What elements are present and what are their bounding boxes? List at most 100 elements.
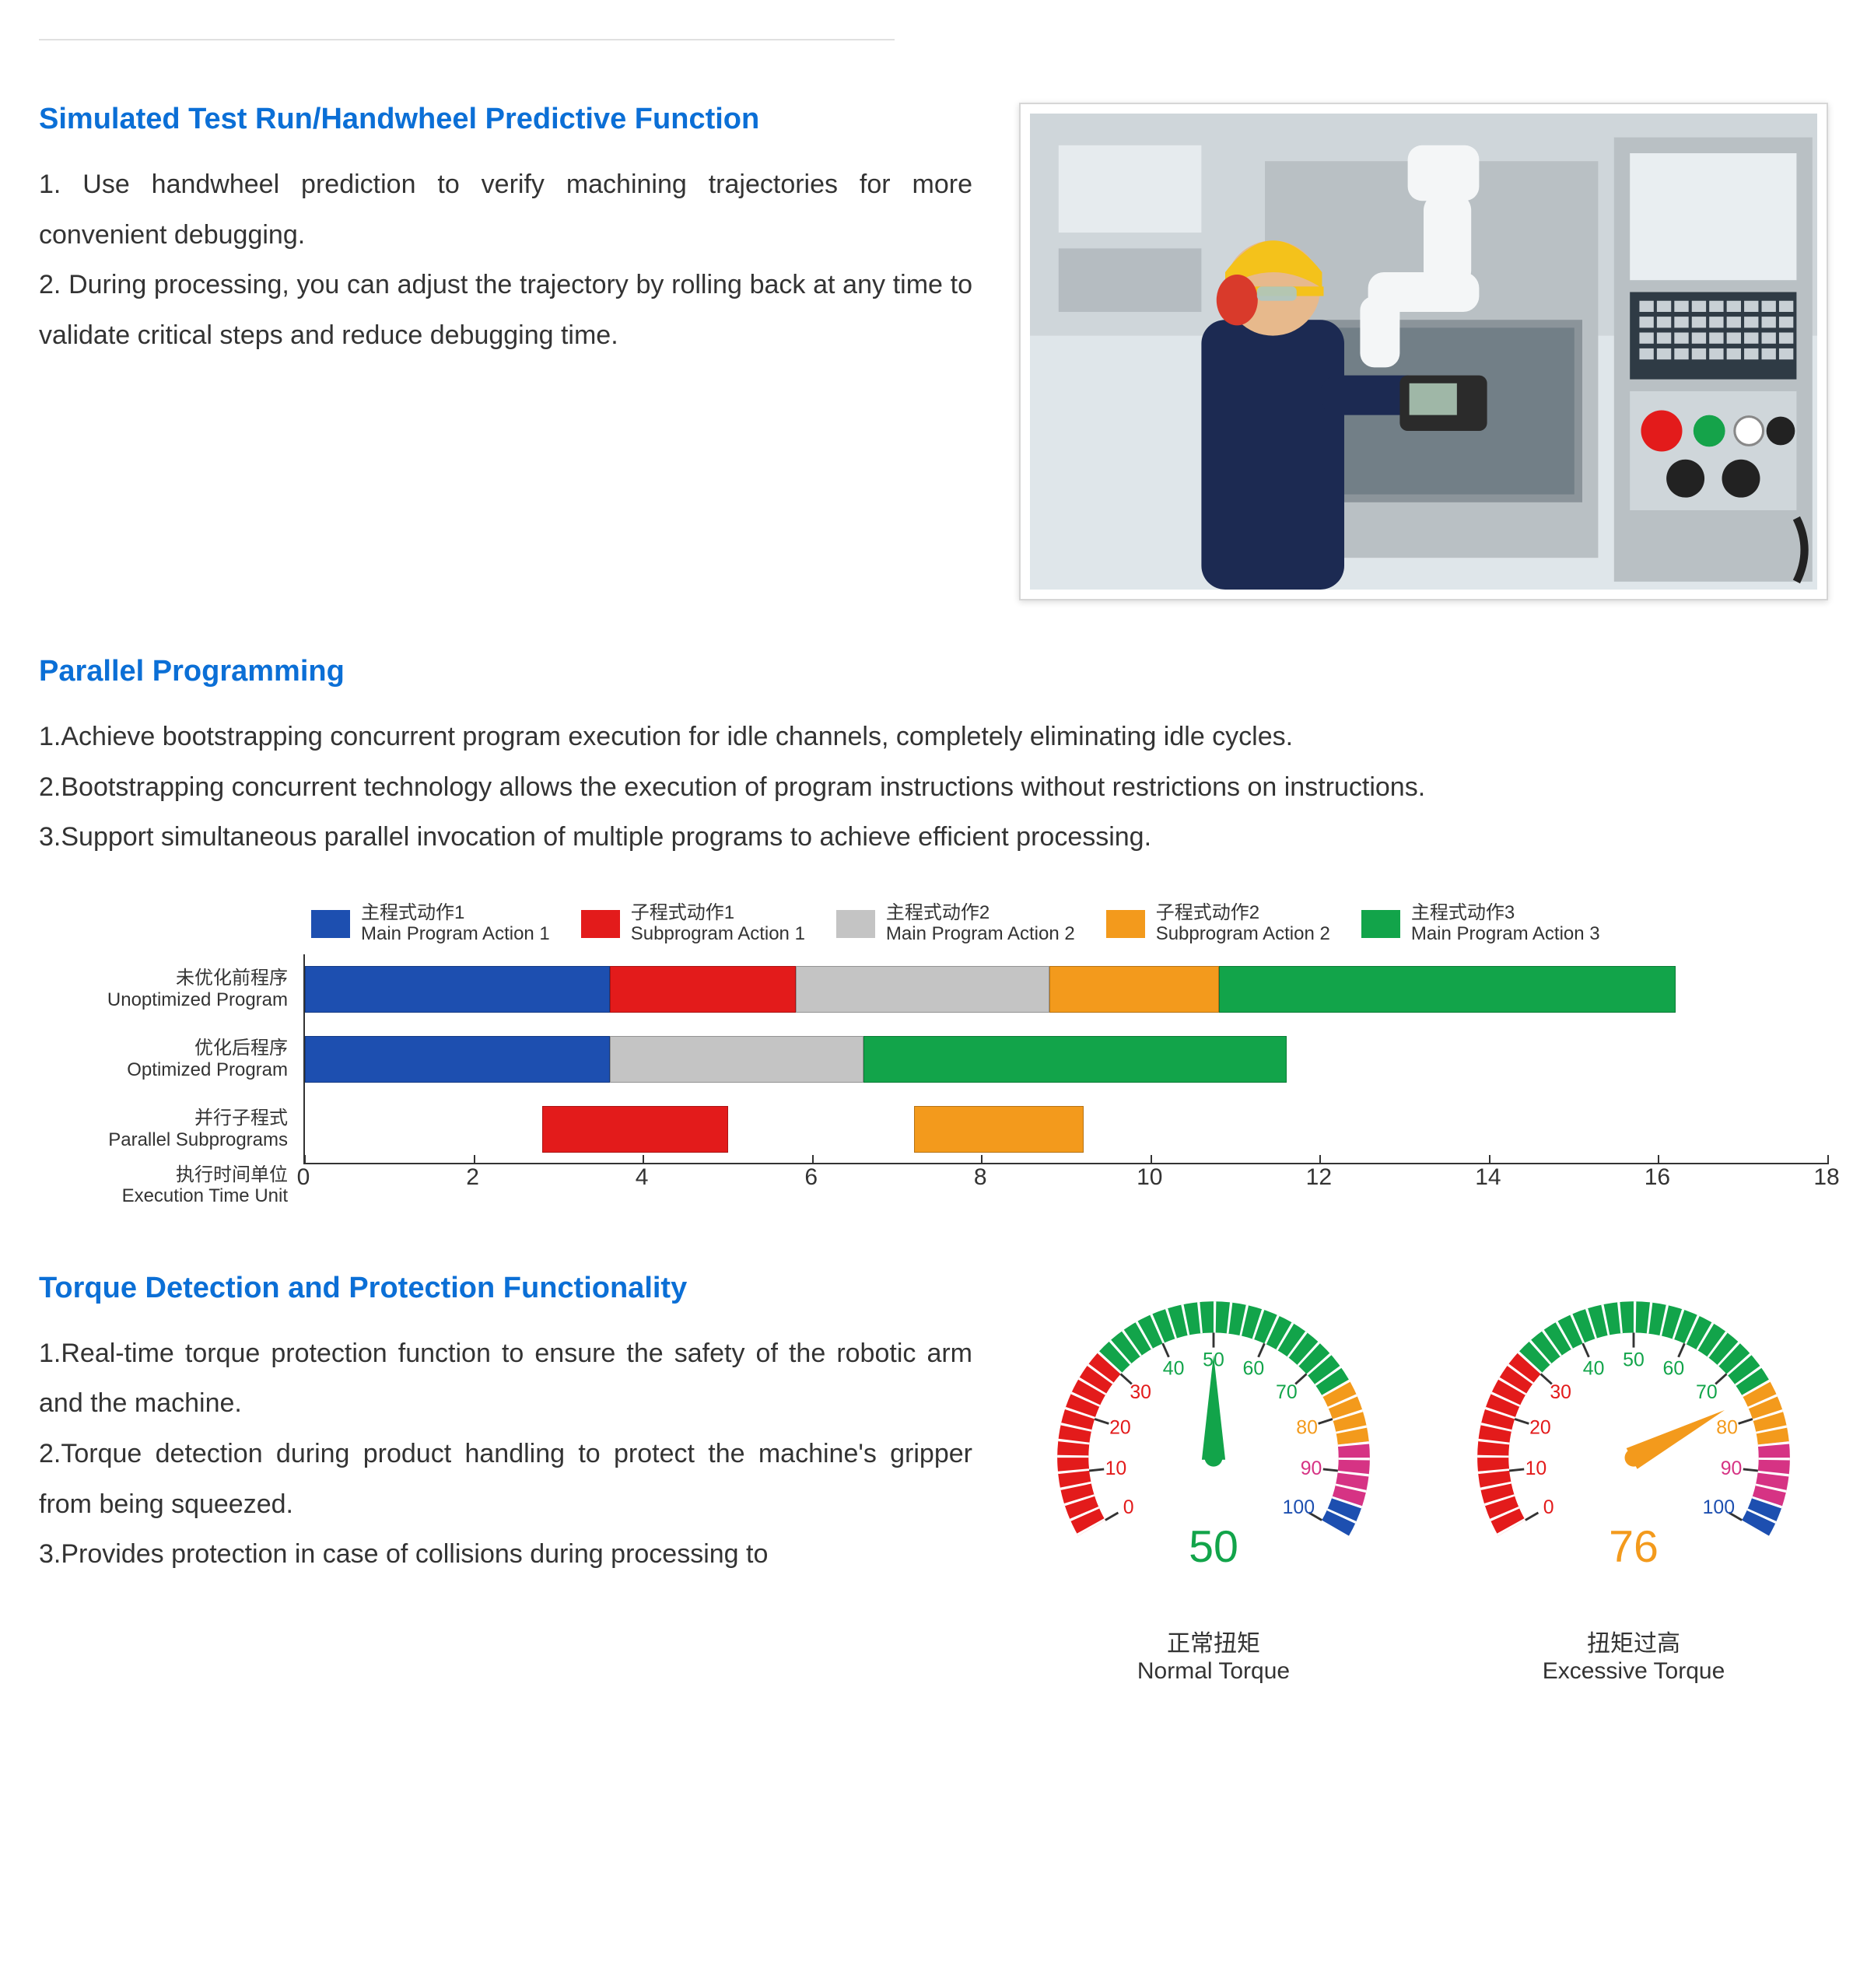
legend-text: 子程式动作2Subprogram Action 2 xyxy=(1156,903,1330,944)
legend-text: 主程式动作1Main Program Action 1 xyxy=(361,903,550,944)
section3-text-col: Torque Detection and Protection Function… xyxy=(39,1272,972,1685)
gantt-bar xyxy=(914,1106,1084,1153)
section1-text-col: Simulated Test Run/Handwheel Predictive … xyxy=(39,103,972,600)
photo-illustration xyxy=(1030,114,1817,590)
legend-text: 子程式动作1Subprogram Action 1 xyxy=(631,903,805,944)
gantt-tick: 14 xyxy=(1475,1164,1501,1191)
gauge-hub xyxy=(1205,1448,1223,1466)
gauge-tick xyxy=(1323,1469,1338,1471)
gantt-tick: 18 xyxy=(1813,1164,1839,1191)
gauge-tick xyxy=(1163,1343,1169,1356)
gauge-label-en: Normal Torque xyxy=(1019,1658,1408,1685)
legend-text: 主程式动作3Main Program Action 3 xyxy=(1411,903,1600,944)
photo-green-btn xyxy=(1694,415,1725,447)
gauge-tick-label: 100 xyxy=(1703,1496,1735,1518)
gauge-tick-label: 90 xyxy=(1721,1458,1743,1479)
section1-p2: 2. During processing, you can adjust the… xyxy=(39,260,972,360)
gantt-label-0-en: Unoptimized Program xyxy=(39,989,288,1011)
gantt-bar xyxy=(305,966,610,1013)
gantt-bar xyxy=(610,1036,863,1083)
gauge-value: 50 xyxy=(1189,1522,1238,1572)
gantt-bar xyxy=(796,966,1049,1013)
gantt-tick: 10 xyxy=(1137,1164,1162,1191)
gantt-tick: 4 xyxy=(636,1164,649,1191)
torque-gauges: 010203040506070809010050正常扭矩Normal Torqu… xyxy=(1019,1272,1828,1685)
gantt-tick-mark xyxy=(812,1155,814,1164)
gantt-chart: 未优化前程序 Unoptimized Program 优化后程序 Optimiz… xyxy=(39,894,1828,1209)
photo-screen xyxy=(1630,153,1796,280)
section3-p3: 3.Provides protection in case of collisi… xyxy=(39,1529,972,1580)
gauge-tick-label: 10 xyxy=(1105,1458,1127,1479)
photo-estop xyxy=(1641,410,1682,451)
gantt-tick-mark xyxy=(474,1155,475,1164)
gauge-tick xyxy=(1509,1469,1524,1471)
gantt-label-3: 执行时间单位 Execution Time Unit xyxy=(39,1164,288,1209)
top-divider xyxy=(39,39,895,40)
legend-text: 主程式动作2Main Program Action 2 xyxy=(886,903,1075,944)
gantt-tick: 8 xyxy=(974,1164,987,1191)
gauge-tick-label: 100 xyxy=(1283,1496,1315,1518)
section2-title: Parallel Programming xyxy=(39,655,1828,688)
gauge-tick xyxy=(1515,1419,1529,1423)
gantt-bar xyxy=(1049,966,1219,1013)
gauge-label-en: Excessive Torque xyxy=(1439,1658,1828,1685)
legend-swatch xyxy=(836,910,875,938)
gantt-label-1: 优化后程序 Optimized Program xyxy=(39,1024,288,1094)
cnc-operator-photo xyxy=(1030,114,1817,590)
gantt-legend-item-4: 主程式动作3Main Program Action 3 xyxy=(1361,903,1600,944)
photo-dial2 xyxy=(1722,460,1760,498)
gauge-tick-label: 20 xyxy=(1529,1417,1551,1439)
gauge-tick xyxy=(1095,1419,1109,1423)
gantt-label-1-en: Optimized Program xyxy=(39,1059,288,1081)
section2-p2: 2.Bootstrapping concurrent technology al… xyxy=(39,762,1828,813)
gantt-tick: 16 xyxy=(1645,1164,1670,1191)
gauge-tick-label: 30 xyxy=(1550,1381,1571,1403)
section1-photo-frame xyxy=(1019,103,1828,600)
legend-swatch xyxy=(311,910,350,938)
gantt-label-2-cn: 并行子程式 xyxy=(39,1108,288,1129)
gauge-tick-label: 0 xyxy=(1123,1496,1134,1518)
gantt-x-axis: 024681012141618 xyxy=(303,1164,1828,1203)
gauge-tick-label: 40 xyxy=(1583,1357,1605,1379)
gantt-plot-area: 主程式动作1Main Program Action 1 子程式动作1Subprog… xyxy=(303,894,1828,1209)
section3-p1: 1.Real-time torque protection function t… xyxy=(39,1328,972,1429)
gauge-tick xyxy=(1679,1343,1685,1356)
section1-title: Simulated Test Run/Handwheel Predictive … xyxy=(39,103,972,136)
gauge-tick xyxy=(1743,1469,1758,1471)
gantt-label-3-cn: 执行时间单位 xyxy=(39,1164,288,1186)
section-torque: Torque Detection and Protection Function… xyxy=(39,1272,1828,1685)
gauge-tick xyxy=(1525,1513,1539,1521)
gantt-label-0: 未优化前程序 Unoptimized Program xyxy=(39,954,288,1024)
gauge-label-cn: 扭矩过高 xyxy=(1439,1624,1828,1658)
legend-swatch xyxy=(1106,910,1145,938)
gantt-label-0-cn: 未优化前程序 xyxy=(39,968,288,989)
gantt-tick-mark xyxy=(1658,1155,1659,1164)
section2-p1: 1.Achieve bootstrapping concurrent progr… xyxy=(39,712,1828,762)
gauge-hub xyxy=(1625,1448,1643,1466)
gantt-bar xyxy=(863,1036,1287,1083)
gantt-tick: 12 xyxy=(1306,1164,1332,1191)
gauge-tick-label: 50 xyxy=(1623,1349,1645,1370)
gantt-tick-mark xyxy=(304,1155,306,1164)
gantt-tick-mark xyxy=(1827,1155,1829,1164)
gantt-label-1-cn: 优化后程序 xyxy=(39,1038,288,1059)
gauge-tick-label: 60 xyxy=(1663,1357,1685,1379)
gantt-legend-item-3: 子程式动作2Subprogram Action 2 xyxy=(1106,903,1330,944)
gauge-tick-label: 30 xyxy=(1130,1381,1151,1403)
photo-black-btn xyxy=(1767,417,1795,446)
gantt-tick: 0 xyxy=(297,1164,310,1191)
gauge-svg: 010203040506070809010076 xyxy=(1439,1272,1828,1614)
photo-white-btn xyxy=(1735,417,1764,446)
gantt-label-2-en: Parallel Subprograms xyxy=(39,1129,288,1151)
gantt-bar xyxy=(305,1036,610,1083)
gauge-tick-label: 10 xyxy=(1525,1458,1547,1479)
gauge-0: 010203040506070809010050正常扭矩Normal Torqu… xyxy=(1019,1272,1408,1685)
gantt-tick: 2 xyxy=(466,1164,479,1191)
gantt-tick-mark xyxy=(981,1155,983,1164)
gauge-tick-label: 70 xyxy=(1696,1381,1718,1403)
gantt-legend-item-2: 主程式动作2Main Program Action 2 xyxy=(836,903,1075,944)
gauge-tick-label: 80 xyxy=(1716,1417,1738,1439)
section3-title: Torque Detection and Protection Function… xyxy=(39,1272,972,1305)
section1-p1: 1. Use handwheel prediction to verify ma… xyxy=(39,159,972,260)
gantt-legend-item-1: 子程式动作1Subprogram Action 1 xyxy=(581,903,805,944)
